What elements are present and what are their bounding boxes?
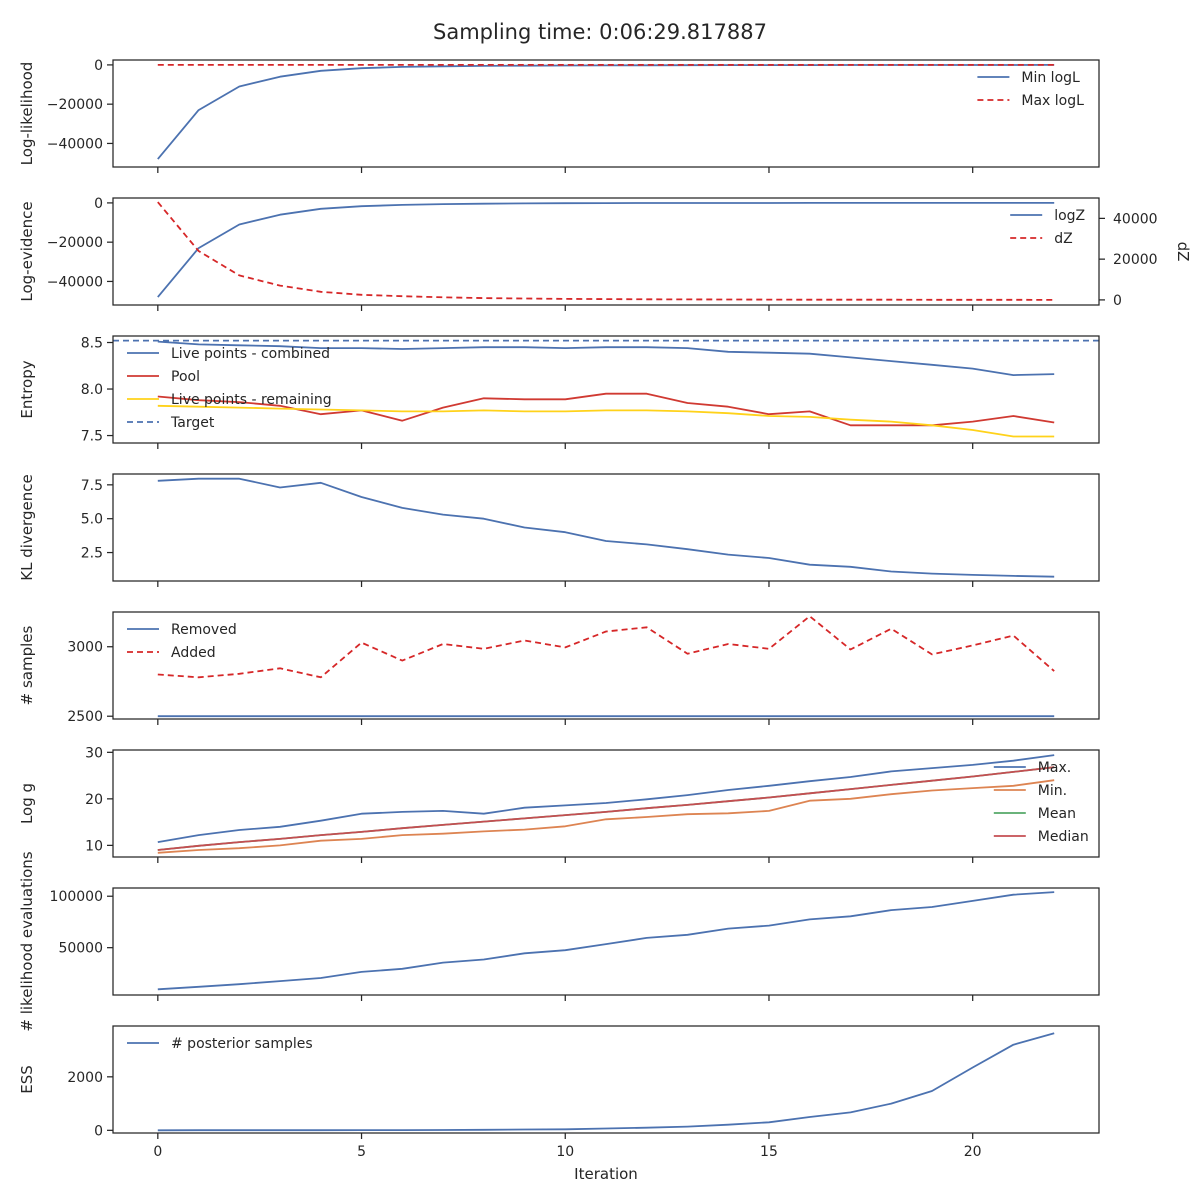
y-tick-label: 8.0 xyxy=(81,382,103,398)
y-tick-label: 5.0 xyxy=(81,512,103,528)
legend: # posterior samples xyxy=(127,1036,313,1052)
legend-label: Live points - combined xyxy=(171,346,330,362)
y-tick-label: −40000 xyxy=(47,136,103,152)
legend-label: Target xyxy=(170,415,215,431)
y2-axis-label: dZ xyxy=(1174,242,1192,262)
legend-label: Pool xyxy=(171,369,200,385)
series-group xyxy=(157,64,1055,160)
y2-tick-label: 20000 xyxy=(1113,252,1158,268)
y-tick-label: 0 xyxy=(94,58,103,74)
series-line-live-points-combined xyxy=(157,340,1055,377)
legend-label: Median xyxy=(1038,829,1089,845)
panel-entropy: 7.5 8.0 8.5 Entropy Live points - combined Po… xyxy=(18,335,1100,449)
series-line-dz xyxy=(157,201,1055,301)
axes-frame xyxy=(112,1025,1100,1134)
x-tick-label: 5 xyxy=(357,1144,366,1160)
legend-label: dZ xyxy=(1054,231,1072,247)
y2-tick-label: 0 xyxy=(1113,293,1122,309)
legend: Max. Min. Mean Median xyxy=(993,760,1089,845)
axes-frame xyxy=(112,473,1100,582)
y-tick-label: 50000 xyxy=(58,941,103,957)
legend-label: Min logL xyxy=(1021,70,1080,86)
y-tick-label: 30 xyxy=(85,745,103,761)
y-tick-label: −20000 xyxy=(47,235,103,251)
x-tick-label: 0 xyxy=(153,1144,162,1160)
legend: logZ dZ xyxy=(1010,208,1085,247)
y-tick-label: 2000 xyxy=(67,1070,103,1086)
legend-label: # posterior samples xyxy=(171,1036,313,1052)
axes-frame xyxy=(112,749,1100,858)
series-line-pool xyxy=(157,392,1055,427)
y-tick-label: 10 xyxy=(85,838,103,854)
series-line--posterior-samples xyxy=(157,1032,1055,1132)
panel-kl: 2.5 5.0 7.5 KL divergence xyxy=(18,473,1100,587)
panel-likeevals: 50000 100000 # likelihood evaluations xyxy=(18,851,1100,1032)
series-line-added xyxy=(157,615,1055,679)
y-axis-label: Entropy xyxy=(18,360,36,418)
panel-ess: 0 2000 0 5 10 15 20 Iteration ESS # posterior sam… xyxy=(18,1025,1100,1183)
series-group xyxy=(157,615,1055,718)
series-group xyxy=(157,477,1055,578)
y-tick-label: 100000 xyxy=(50,889,103,905)
series-group xyxy=(157,1032,1055,1132)
y-tick-label: −20000 xyxy=(47,97,103,113)
axes-frame xyxy=(112,197,1100,306)
panel-logevidence: 0 −20000 −40000 0 20000 40000 dZ Log-evidence lo… xyxy=(18,196,1192,311)
y-axis-label: Log-likelihood xyxy=(18,62,36,166)
y-axis-label: # likelihood evaluations xyxy=(18,851,36,1031)
legend: Removed Added xyxy=(127,622,237,661)
legend-label: Max. xyxy=(1038,760,1071,776)
series-line-min- xyxy=(157,779,1055,854)
axes-frame xyxy=(112,59,1100,168)
y-tick-label: 0 xyxy=(94,1123,103,1139)
y-tick-label: 20 xyxy=(85,792,103,808)
axes-frame xyxy=(112,611,1100,720)
panel-samples: 2500 3000 # samples Removed Added xyxy=(18,611,1100,725)
y-tick-label: 0 xyxy=(94,196,103,212)
y-tick-label: 8.5 xyxy=(81,336,103,352)
series-line-line-0 xyxy=(157,891,1055,991)
y-tick-label: 3000 xyxy=(67,640,103,656)
legend-label: logZ xyxy=(1054,208,1085,224)
y-axis-label: Log-evidence xyxy=(18,201,36,301)
series-group xyxy=(157,201,1055,301)
series-line-line-0 xyxy=(157,477,1055,578)
y2-tick-label: 40000 xyxy=(1113,211,1158,227)
y-tick-label: 2.5 xyxy=(81,546,103,562)
y-axis-label: # samples xyxy=(18,625,36,705)
figure-title: Sampling time: 0:06:29.817887 xyxy=(433,20,767,44)
y-axis-label: ESS xyxy=(18,1065,36,1094)
panel-loglike: 0 −20000 −40000 Log-likelihood Min logL Max l… xyxy=(18,58,1100,173)
series-group xyxy=(113,339,1099,438)
legend-label: Min. xyxy=(1038,783,1067,799)
legend-label: Mean xyxy=(1038,806,1076,822)
y-tick-label: −40000 xyxy=(47,274,103,290)
x-tick-label: 15 xyxy=(760,1144,778,1160)
series-line-logz xyxy=(157,201,1055,298)
series-line-max- xyxy=(157,754,1055,843)
series-line-median xyxy=(157,766,1055,851)
y-tick-label: 7.5 xyxy=(81,429,103,445)
series-group xyxy=(157,754,1055,854)
y-axis-label: KL divergence xyxy=(18,474,36,580)
series-line-live-points-remaining xyxy=(157,404,1055,438)
axes-frame xyxy=(112,887,1100,996)
x-tick-label: 10 xyxy=(556,1144,574,1160)
legend-label: Added xyxy=(171,645,216,661)
series-group xyxy=(157,891,1055,991)
y-axis-label: Log g xyxy=(18,783,36,824)
legend-label: Removed xyxy=(171,622,237,638)
series-line-min-logl xyxy=(157,64,1055,160)
y-tick-label: 2500 xyxy=(67,709,103,725)
legend: Live points - combined Pool Live points - … xyxy=(127,346,332,431)
legend-label: Max logL xyxy=(1021,93,1084,109)
legend-label: Live points - remaining xyxy=(171,392,332,408)
legend: Min logL Max logL xyxy=(977,70,1084,109)
x-tick-label: 20 xyxy=(964,1144,982,1160)
panel-logg: 10 20 30 Log g Max. Min. Mean Median xyxy=(18,745,1100,863)
x-axis-label: Iteration xyxy=(574,1165,638,1183)
y-tick-label: 7.5 xyxy=(81,478,103,494)
